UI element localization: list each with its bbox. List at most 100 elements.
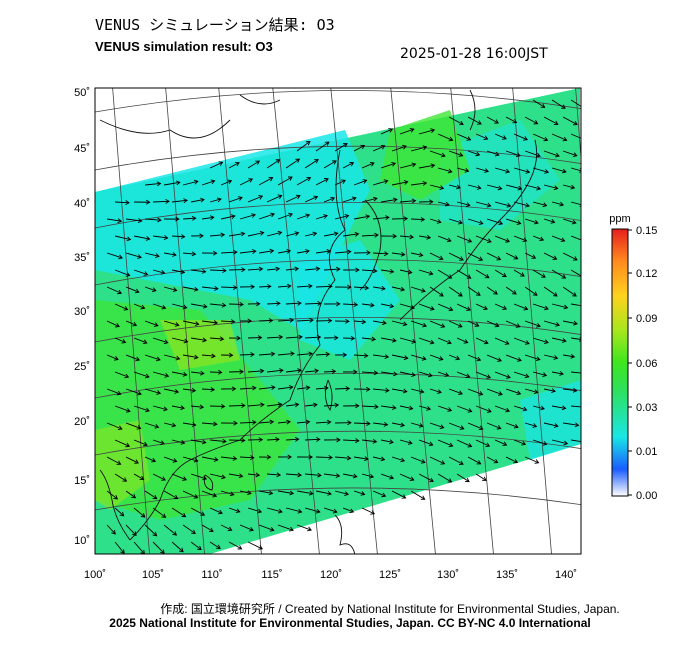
wind-vector-head bbox=[483, 305, 488, 311]
wind-vector-head bbox=[202, 303, 208, 309]
wind-vector-head bbox=[125, 442, 131, 448]
wind-vector-head bbox=[544, 169, 550, 174]
wind-vector bbox=[316, 421, 331, 424]
wind-vector bbox=[297, 421, 310, 424]
wind-vector bbox=[456, 201, 470, 206]
wind-vector-head bbox=[513, 458, 519, 464]
wind-vector bbox=[190, 541, 202, 550]
wind-vector bbox=[467, 286, 481, 296]
wind-vector-head bbox=[289, 317, 295, 323]
wind-vector bbox=[494, 405, 510, 412]
wind-vector-head bbox=[175, 180, 181, 186]
wind-vector-head bbox=[440, 152, 446, 158]
wind-vector-head bbox=[517, 357, 522, 362]
wind-vector bbox=[125, 422, 141, 429]
wind-vector-head bbox=[335, 473, 341, 479]
wind-vector bbox=[228, 541, 242, 550]
wind-vector-head bbox=[151, 457, 157, 463]
wind-vector bbox=[171, 507, 186, 517]
wind-vector-head bbox=[524, 340, 530, 345]
wind-vector-head bbox=[465, 202, 471, 207]
wind-vector bbox=[125, 320, 137, 326]
wind-vector bbox=[220, 524, 232, 531]
wind-vector bbox=[277, 524, 294, 531]
wind-vector-head bbox=[216, 544, 221, 549]
wind-vector-head bbox=[227, 526, 233, 532]
wind-vector bbox=[133, 337, 148, 344]
colorbar-unit: ppm bbox=[609, 213, 630, 225]
wind-vector bbox=[144, 320, 158, 327]
wind-vector-head bbox=[268, 318, 274, 324]
wind-vector-head bbox=[211, 353, 216, 359]
wind-vector bbox=[562, 116, 578, 125]
wind-vector-head bbox=[258, 195, 264, 200]
wind-vector-head bbox=[334, 335, 339, 341]
wind-vector bbox=[380, 371, 397, 375]
wind-vector bbox=[209, 161, 223, 169]
wind-vector-head bbox=[257, 335, 263, 341]
wind-vector-head bbox=[306, 176, 312, 182]
wind-vector bbox=[259, 421, 274, 424]
wind-vector-head bbox=[210, 387, 216, 392]
wind-vector-head bbox=[238, 196, 243, 201]
wind-vector-head bbox=[447, 168, 453, 174]
wind-vector bbox=[551, 405, 566, 409]
wind-vector bbox=[163, 354, 180, 360]
wind-vector bbox=[399, 337, 416, 343]
wind-vector bbox=[456, 473, 470, 483]
wind-vector-head bbox=[494, 322, 500, 328]
wind-vector-head bbox=[252, 385, 257, 391]
wind-vector bbox=[391, 145, 407, 152]
wind-vector bbox=[171, 337, 188, 343]
wind-vector-head bbox=[502, 135, 507, 140]
wind-vector bbox=[228, 233, 245, 237]
wind-vector bbox=[202, 388, 215, 391]
wind-vector-head bbox=[505, 168, 511, 174]
wind-vector-head bbox=[175, 355, 181, 361]
wind-vector bbox=[144, 388, 161, 394]
wind-vector-head bbox=[542, 372, 548, 378]
wind-vector-head bbox=[475, 151, 481, 157]
wind-vector bbox=[172, 199, 188, 203]
wind-vector-head bbox=[540, 103, 546, 108]
wind-vector bbox=[361, 197, 378, 203]
wind-vector bbox=[286, 302, 301, 305]
wind-vector bbox=[494, 269, 507, 277]
wind-vector-head bbox=[364, 285, 370, 291]
wind-vector bbox=[353, 179, 367, 186]
wind-vector bbox=[324, 404, 339, 407]
wind-vector bbox=[163, 286, 177, 291]
wind-vector-head bbox=[389, 474, 395, 480]
wind-vector bbox=[190, 303, 207, 308]
wind-vector-head bbox=[347, 420, 352, 426]
wind-vector-head bbox=[436, 219, 442, 224]
wind-vector bbox=[448, 150, 463, 157]
wind-vector bbox=[305, 268, 320, 271]
lon-tick-label: 125˚ bbox=[379, 569, 401, 581]
wind-vector bbox=[201, 180, 215, 186]
wind-vector-head bbox=[216, 197, 222, 203]
wind-vector bbox=[182, 524, 196, 534]
wind-vector-head bbox=[156, 390, 162, 395]
wind-vector-head bbox=[260, 402, 265, 408]
wind-vector-head bbox=[118, 254, 124, 260]
wind-vector-head bbox=[193, 457, 199, 463]
wind-vector-head bbox=[381, 285, 386, 291]
wind-vector-head bbox=[275, 159, 281, 164]
wind-vector bbox=[133, 473, 144, 480]
wind-vector bbox=[448, 388, 463, 395]
wind-vector-head bbox=[561, 168, 567, 174]
wind-vector-head bbox=[305, 213, 311, 219]
wind-vector-head bbox=[486, 238, 492, 243]
wind-vector-head bbox=[183, 198, 188, 204]
wind-vector-head bbox=[533, 120, 539, 125]
wind-vector bbox=[524, 116, 538, 125]
wind-vector bbox=[475, 371, 491, 379]
wind-vector bbox=[114, 473, 127, 482]
yellow-green-patch bbox=[160, 320, 240, 370]
wind-vector bbox=[486, 388, 503, 396]
wind-vector-head bbox=[532, 291, 538, 296]
wind-vector-head bbox=[121, 338, 127, 344]
wind-vector-head bbox=[463, 339, 469, 344]
colorbar-tick-label: 0.12 bbox=[636, 268, 657, 280]
